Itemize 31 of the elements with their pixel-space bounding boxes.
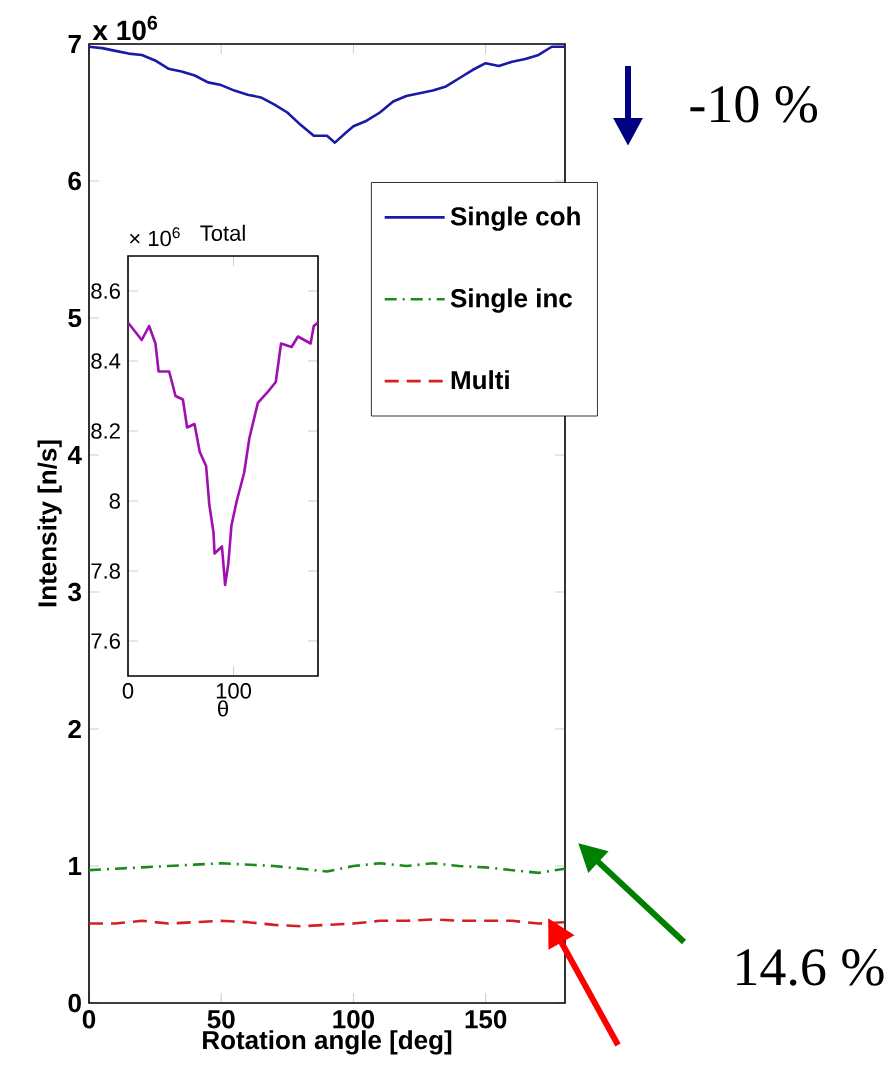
y-tick-label: 7.8 <box>91 563 120 579</box>
y-tick-label: 2 <box>68 719 81 739</box>
x-axis-title: Rotation angle [deg] <box>203 1030 452 1055</box>
text: x 10$^{6}$ <box>92 15 158 41</box>
legend-label: Single coh <box>450 206 580 231</box>
legend-label: Single inc <box>450 288 573 313</box>
x-tick-label: 100 <box>216 683 252 699</box>
y-tick-label: 8 <box>109 493 120 509</box>
x-axis-title: θ <box>218 700 228 717</box>
y-tick-label: 8.2 <box>91 423 120 439</box>
chart-title: Total <box>200 224 245 241</box>
text: 14.6 % <box>737 949 884 986</box>
x-tick-label: 150 <box>465 1010 507 1029</box>
x-tick-label: 100 <box>333 1010 375 1029</box>
text: -10 % <box>690 86 818 123</box>
legend-label: Multi <box>451 370 509 390</box>
y-tick-label: 1 <box>69 857 82 875</box>
y-tick-label: 8.6 <box>91 283 120 299</box>
y-axis-title: Intensity [n/s] <box>37 440 62 607</box>
line-series <box>87 45 567 144</box>
y-tick-label: 4 <box>67 446 82 464</box>
annotation: × 10$^{6}$ <box>129 227 180 247</box>
y-tick-label: 7.6 <box>91 633 120 649</box>
y-tick-label: 5 <box>68 308 82 328</box>
x-tick-label: 50 <box>207 1010 235 1029</box>
y-tick-label: 0 <box>68 993 81 1013</box>
y-tick-label: 3 <box>68 582 81 602</box>
y-tick-label: 7 <box>68 35 81 53</box>
line-series <box>126 321 320 587</box>
y-tick-label: 6 <box>68 171 81 191</box>
y-tick-label: 8.4 <box>91 353 121 369</box>
